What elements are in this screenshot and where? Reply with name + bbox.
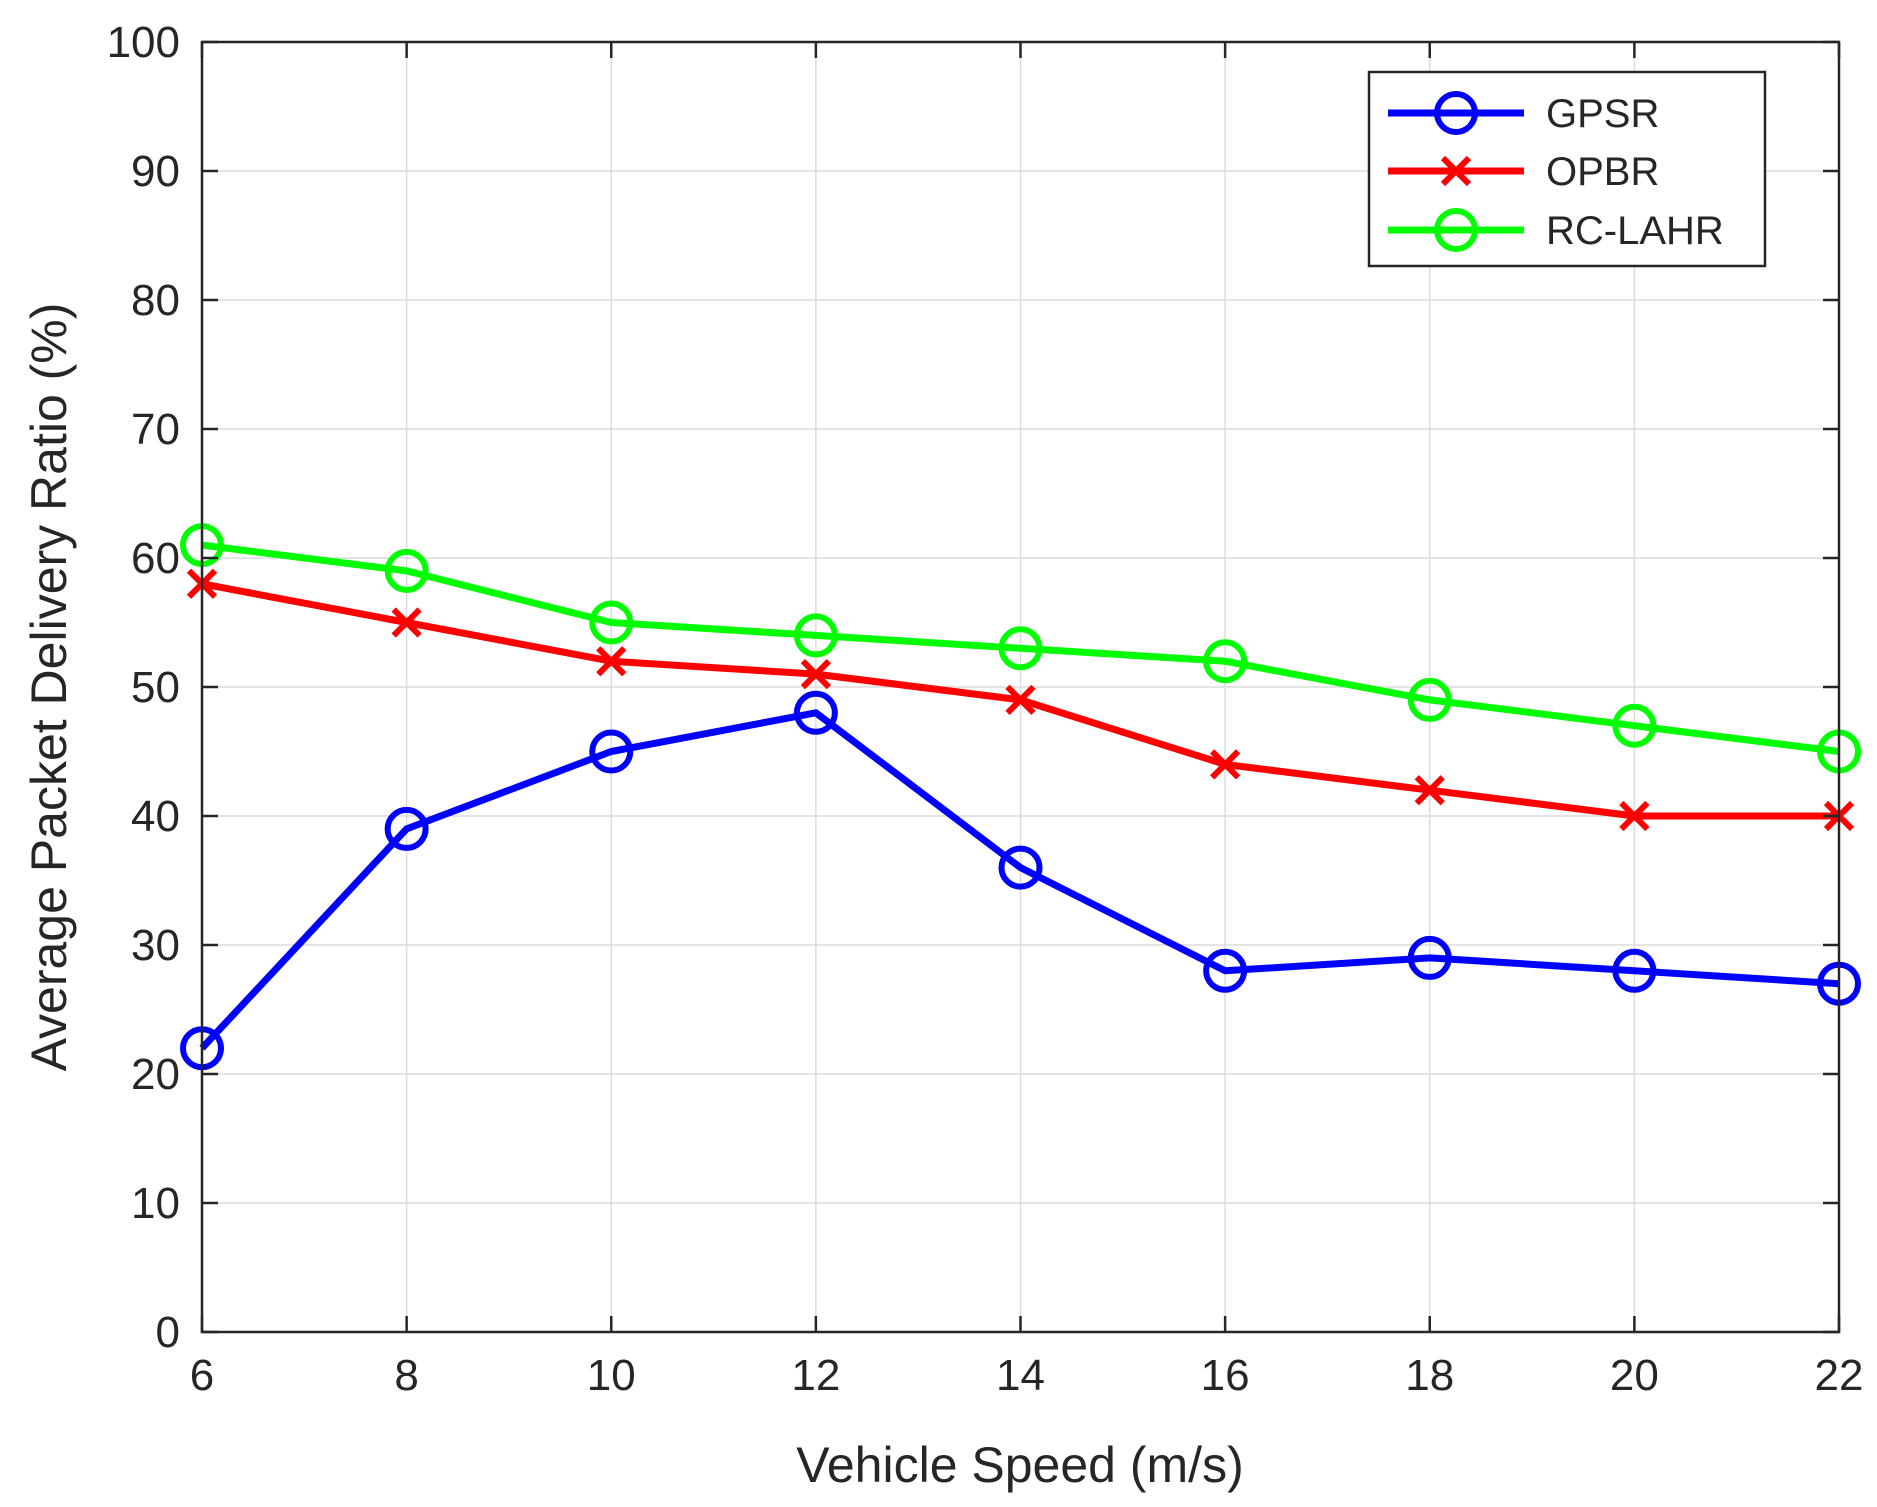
series-rc-lahr [180, 523, 1861, 774]
legend-marker-rc-lahr [1434, 208, 1478, 252]
y-tick-label: 10 [131, 1179, 180, 1228]
data-point-gpsr [589, 729, 634, 774]
data-point-gpsr [1203, 948, 1248, 993]
data-point-rc-lahr [589, 600, 634, 645]
legend-label-rc-lahr: RC-LAHR [1546, 209, 1724, 253]
data-point-gpsr [384, 806, 429, 851]
series-gpsr [180, 690, 1861, 1071]
legend-label-opbr: OPBR [1546, 150, 1659, 194]
x-tick-label: 18 [1405, 1351, 1454, 1400]
legend-marker-opbr-stroke [1440, 155, 1472, 187]
y-tick-label: 100 [107, 18, 180, 67]
legend-entry-opbr: OPBR [1388, 150, 1659, 194]
y-tick-label: 60 [131, 534, 180, 583]
y-tick-label: 50 [131, 663, 180, 712]
legend: GPSR OPBR RC-LAHR [1367, 70, 1767, 268]
data-point-opbr-stroke [1619, 800, 1650, 832]
data-point-opbr [1005, 684, 1036, 716]
y-tick-label: 90 [131, 147, 180, 196]
x-tick-label: 10 [587, 1351, 636, 1400]
y-tick-label: 20 [131, 1050, 180, 1099]
data-point-opbr-stroke [800, 658, 831, 690]
series-line-gpsr [199, 709, 1840, 1051]
legend-label-gpsr: GPSR [1546, 92, 1659, 136]
legend-entry-rc-lahr: RC-LAHR [1388, 208, 1724, 253]
data-point-opbr [596, 646, 627, 677]
y-tick-label: 80 [131, 276, 180, 325]
x-tick-label: 8 [394, 1351, 418, 1400]
y-tick-label: 40 [131, 792, 180, 841]
legend-marker-gpsr [1434, 91, 1478, 135]
data-point-opbr-stroke [1005, 684, 1036, 716]
data-point-opbr-stroke [391, 607, 422, 638]
data-point-opbr [1210, 749, 1241, 780]
data-point-rc-lahr [1407, 677, 1452, 722]
x-tick-label: 6 [190, 1351, 214, 1400]
series-line-rc-lahr [201, 541, 1840, 755]
data-point-gpsr [1612, 948, 1657, 993]
axis-tick-labels: 6 8 10 12 14 16 18 20 22 0 10 20 30 40 50 60 70 80 90 100 [107, 18, 1864, 1400]
legend-marker-opbr [1440, 155, 1472, 187]
data-point-opbr-stroke [1414, 775, 1445, 806]
y-tick-label: 0 [156, 1308, 180, 1357]
series-layer [180, 523, 1861, 1071]
data-point-opbr [391, 607, 422, 638]
x-tick-label: 14 [996, 1351, 1045, 1400]
data-point-opbr-stroke [1210, 749, 1241, 780]
data-point-rc-lahr [998, 626, 1043, 671]
data-point-rc-lahr [1203, 639, 1248, 684]
y-tick-label: 70 [131, 405, 180, 454]
y-axis-title: Average Packet Delivery Ratio (%) [21, 303, 77, 1072]
data-point-opbr [1619, 800, 1650, 832]
data-point-rc-lahr [384, 548, 429, 593]
data-point-rc-lahr [793, 613, 838, 658]
data-point-opbr-stroke [596, 646, 627, 677]
axis-ticks [200, 40, 1841, 1334]
x-tick-label: 16 [1201, 1351, 1250, 1400]
y-tick-label: 30 [131, 921, 180, 970]
data-point-rc-lahr [1612, 703, 1657, 748]
legend-entry-gpsr: GPSR [1388, 91, 1659, 136]
data-point-gpsr [793, 690, 838, 735]
x-axis-title: Vehicle Speed (m/s) [796, 1437, 1243, 1493]
x-tick-label: 12 [791, 1351, 840, 1400]
data-point-opbr [800, 658, 831, 690]
data-point-opbr [1414, 775, 1445, 806]
data-point-gpsr [998, 845, 1043, 890]
series-opbr [186, 568, 1855, 832]
x-tick-label: 20 [1610, 1351, 1659, 1400]
data-point-gpsr [1407, 935, 1452, 980]
x-tick-label: 22 [1815, 1351, 1864, 1400]
